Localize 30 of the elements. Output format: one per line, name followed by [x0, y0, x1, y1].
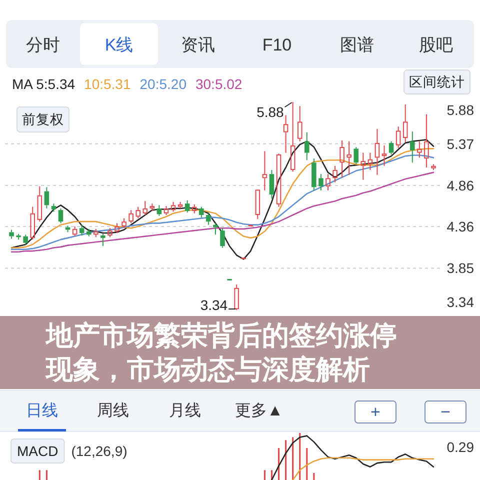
text: 30:5.02	[195, 76, 242, 92]
text: 更多▲	[235, 402, 283, 420]
text: (12,26,9)	[71, 443, 128, 459]
y-tick-label: 3.85	[446, 260, 474, 276]
text: F10	[262, 36, 292, 54]
y-tick-label: 5.88	[446, 102, 474, 118]
text: −	[440, 402, 451, 422]
annotation: 前复权	[22, 112, 64, 127]
text: 10:5.31	[84, 76, 131, 92]
text: 地产市场繁荣背后的签约涨停现象，市场动态与深度解析	[45, 320, 397, 384]
text: MACD	[17, 443, 58, 459]
text: 周线	[97, 402, 129, 420]
y-tick-label: 4.36	[446, 218, 474, 234]
text: 资讯	[181, 36, 215, 54]
text: MA 5:5.34	[12, 76, 76, 92]
y-tick-label: 3.34	[446, 294, 474, 310]
text: 区间统计	[409, 74, 465, 90]
text: +	[370, 402, 381, 422]
annotation: 5.88	[256, 104, 284, 120]
text: K线	[104, 36, 134, 54]
y-tick-label: 4.86	[446, 178, 474, 194]
text: 月线	[169, 402, 201, 420]
annotation: 3.34	[200, 297, 228, 313]
text: 分时	[26, 36, 60, 54]
text: 图谱	[340, 36, 374, 54]
text: 0.29	[446, 439, 474, 455]
text: 日线	[26, 402, 58, 420]
text: 20:5.20	[140, 76, 187, 92]
text: 股吧	[419, 36, 453, 54]
y-tick-label: 5.37	[446, 136, 474, 152]
